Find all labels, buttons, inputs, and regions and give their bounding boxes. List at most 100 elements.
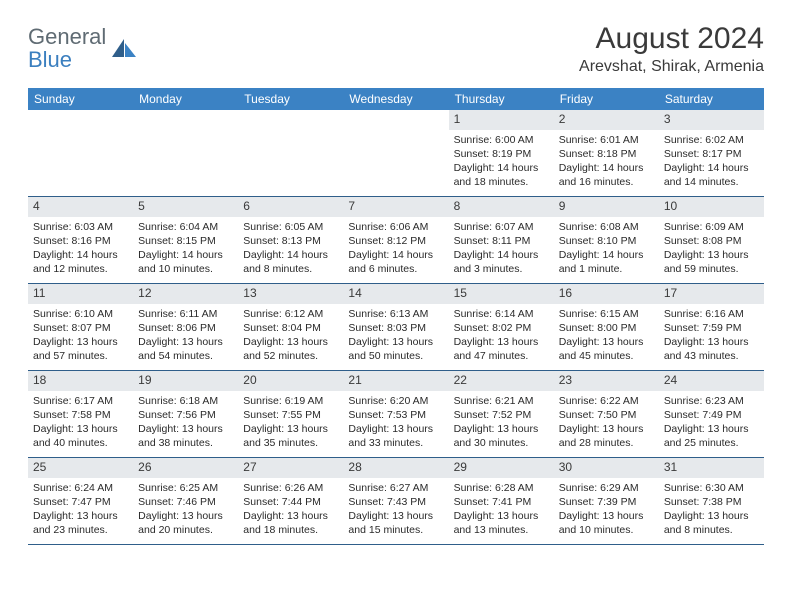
weekday-header-row: Sunday Monday Tuesday Wednesday Thursday… <box>28 88 764 110</box>
day-number: 20 <box>238 371 343 391</box>
day-details: Sunrise: 6:30 AMSunset: 7:38 PMDaylight:… <box>659 478 764 542</box>
daylight-text: Daylight: 13 hours and 40 minutes. <box>33 422 128 450</box>
day-details: Sunrise: 6:18 AMSunset: 7:56 PMDaylight:… <box>133 391 238 455</box>
calendar-day-cell: 1Sunrise: 6:00 AMSunset: 8:19 PMDaylight… <box>449 110 554 197</box>
daylight-text: Daylight: 13 hours and 28 minutes. <box>559 422 654 450</box>
day-number: 2 <box>554 110 659 130</box>
day-number: 21 <box>343 371 448 391</box>
brand-blue: Blue <box>28 47 72 72</box>
sunset-text: Sunset: 8:12 PM <box>348 234 443 248</box>
day-details: Sunrise: 6:13 AMSunset: 8:03 PMDaylight:… <box>343 304 448 368</box>
calendar-day-cell: 20Sunrise: 6:19 AMSunset: 7:55 PMDayligh… <box>238 371 343 458</box>
sunrise-text: Sunrise: 6:24 AM <box>33 481 128 495</box>
daylight-text: Daylight: 13 hours and 15 minutes. <box>348 509 443 537</box>
sunrise-text: Sunrise: 6:01 AM <box>559 133 654 147</box>
day-details: Sunrise: 6:15 AMSunset: 8:00 PMDaylight:… <box>554 304 659 368</box>
day-number: 16 <box>554 284 659 304</box>
calendar-day-cell: 23Sunrise: 6:22 AMSunset: 7:50 PMDayligh… <box>554 371 659 458</box>
day-number: 15 <box>449 284 554 304</box>
calendar-day-cell: 27Sunrise: 6:26 AMSunset: 7:44 PMDayligh… <box>238 458 343 545</box>
day-details: Sunrise: 6:10 AMSunset: 8:07 PMDaylight:… <box>28 304 133 368</box>
day-details: Sunrise: 6:25 AMSunset: 7:46 PMDaylight:… <box>133 478 238 542</box>
weekday-header: Friday <box>554 88 659 110</box>
day-number: 14 <box>343 284 448 304</box>
calendar-day-cell: 3Sunrise: 6:02 AMSunset: 8:17 PMDaylight… <box>659 110 764 197</box>
day-details: Sunrise: 6:21 AMSunset: 7:52 PMDaylight:… <box>449 391 554 455</box>
day-number: 26 <box>133 458 238 478</box>
daylight-text: Daylight: 13 hours and 52 minutes. <box>243 335 338 363</box>
calendar-day-cell <box>343 110 448 197</box>
calendar-day-cell: 25Sunrise: 6:24 AMSunset: 7:47 PMDayligh… <box>28 458 133 545</box>
calendar-day-cell <box>238 110 343 197</box>
calendar-day-cell: 19Sunrise: 6:18 AMSunset: 7:56 PMDayligh… <box>133 371 238 458</box>
sunrise-text: Sunrise: 6:27 AM <box>348 481 443 495</box>
calendar-day-cell: 12Sunrise: 6:11 AMSunset: 8:06 PMDayligh… <box>133 284 238 371</box>
day-details: Sunrise: 6:22 AMSunset: 7:50 PMDaylight:… <box>554 391 659 455</box>
sunset-text: Sunset: 8:15 PM <box>138 234 233 248</box>
sunset-text: Sunset: 7:50 PM <box>559 408 654 422</box>
day-details: Sunrise: 6:05 AMSunset: 8:13 PMDaylight:… <box>238 217 343 281</box>
day-details: Sunrise: 6:12 AMSunset: 8:04 PMDaylight:… <box>238 304 343 368</box>
sunset-text: Sunset: 8:00 PM <box>559 321 654 335</box>
sunrise-text: Sunrise: 6:07 AM <box>454 220 549 234</box>
day-details: Sunrise: 6:29 AMSunset: 7:39 PMDaylight:… <box>554 478 659 542</box>
sunrise-text: Sunrise: 6:05 AM <box>243 220 338 234</box>
daylight-text: Daylight: 14 hours and 1 minute. <box>559 248 654 276</box>
day-number: 24 <box>659 371 764 391</box>
day-number: 3 <box>659 110 764 130</box>
sunset-text: Sunset: 7:47 PM <box>33 495 128 509</box>
day-number: 17 <box>659 284 764 304</box>
day-number: 1 <box>449 110 554 130</box>
daylight-text: Daylight: 14 hours and 10 minutes. <box>138 248 233 276</box>
sunset-text: Sunset: 7:49 PM <box>664 408 759 422</box>
sail-icon <box>110 37 138 64</box>
sunrise-text: Sunrise: 6:04 AM <box>138 220 233 234</box>
daylight-text: Daylight: 13 hours and 8 minutes. <box>664 509 759 537</box>
calendar-table: Sunday Monday Tuesday Wednesday Thursday… <box>28 88 764 545</box>
calendar-day-cell: 11Sunrise: 6:10 AMSunset: 8:07 PMDayligh… <box>28 284 133 371</box>
day-details: Sunrise: 6:09 AMSunset: 8:08 PMDaylight:… <box>659 217 764 281</box>
sunrise-text: Sunrise: 6:02 AM <box>664 133 759 147</box>
day-details: Sunrise: 6:06 AMSunset: 8:12 PMDaylight:… <box>343 217 448 281</box>
daylight-text: Daylight: 14 hours and 6 minutes. <box>348 248 443 276</box>
daylight-text: Daylight: 13 hours and 35 minutes. <box>243 422 338 450</box>
day-number: 12 <box>133 284 238 304</box>
daylight-text: Daylight: 14 hours and 3 minutes. <box>454 248 549 276</box>
sunrise-text: Sunrise: 6:17 AM <box>33 394 128 408</box>
calendar-week-row: 25Sunrise: 6:24 AMSunset: 7:47 PMDayligh… <box>28 458 764 545</box>
day-number: 7 <box>343 197 448 217</box>
sunset-text: Sunset: 7:52 PM <box>454 408 549 422</box>
day-details: Sunrise: 6:24 AMSunset: 7:47 PMDaylight:… <box>28 478 133 542</box>
calendar-day-cell: 22Sunrise: 6:21 AMSunset: 7:52 PMDayligh… <box>449 371 554 458</box>
weekday-header: Wednesday <box>343 88 448 110</box>
day-details: Sunrise: 6:26 AMSunset: 7:44 PMDaylight:… <box>238 478 343 542</box>
day-number: 5 <box>133 197 238 217</box>
sunset-text: Sunset: 7:46 PM <box>138 495 233 509</box>
daylight-text: Daylight: 13 hours and 47 minutes. <box>454 335 549 363</box>
month-title: August 2024 <box>579 22 764 56</box>
day-details: Sunrise: 6:20 AMSunset: 7:53 PMDaylight:… <box>343 391 448 455</box>
daylight-text: Daylight: 14 hours and 8 minutes. <box>243 248 338 276</box>
sunset-text: Sunset: 7:38 PM <box>664 495 759 509</box>
header: General Blue August 2024 Arevshat, Shira… <box>28 22 764 76</box>
day-number: 30 <box>554 458 659 478</box>
sunset-text: Sunset: 7:56 PM <box>138 408 233 422</box>
calendar-day-cell: 28Sunrise: 6:27 AMSunset: 7:43 PMDayligh… <box>343 458 448 545</box>
daylight-text: Daylight: 14 hours and 18 minutes. <box>454 161 549 189</box>
sunrise-text: Sunrise: 6:14 AM <box>454 307 549 321</box>
sunset-text: Sunset: 8:07 PM <box>33 321 128 335</box>
day-number: 22 <box>449 371 554 391</box>
sunrise-text: Sunrise: 6:15 AM <box>559 307 654 321</box>
sunrise-text: Sunrise: 6:03 AM <box>33 220 128 234</box>
day-details: Sunrise: 6:00 AMSunset: 8:19 PMDaylight:… <box>449 130 554 194</box>
title-block: August 2024 Arevshat, Shirak, Armenia <box>579 22 764 76</box>
day-number: 31 <box>659 458 764 478</box>
daylight-text: Daylight: 13 hours and 38 minutes. <box>138 422 233 450</box>
calendar-day-cell: 8Sunrise: 6:07 AMSunset: 8:11 PMDaylight… <box>449 197 554 284</box>
calendar-day-cell: 4Sunrise: 6:03 AMSunset: 8:16 PMDaylight… <box>28 197 133 284</box>
calendar-day-cell: 5 Sunrise: 6:04 AMSunset: 8:15 PMDaylight… <box>133 197 238 284</box>
sunset-text: Sunset: 8:11 PM <box>454 234 549 248</box>
daylight-text: Daylight: 13 hours and 25 minutes. <box>664 422 759 450</box>
calendar-day-cell: 15Sunrise: 6:14 AMSunset: 8:02 PMDayligh… <box>449 284 554 371</box>
location-text: Arevshat, Shirak, Armenia <box>579 58 764 76</box>
